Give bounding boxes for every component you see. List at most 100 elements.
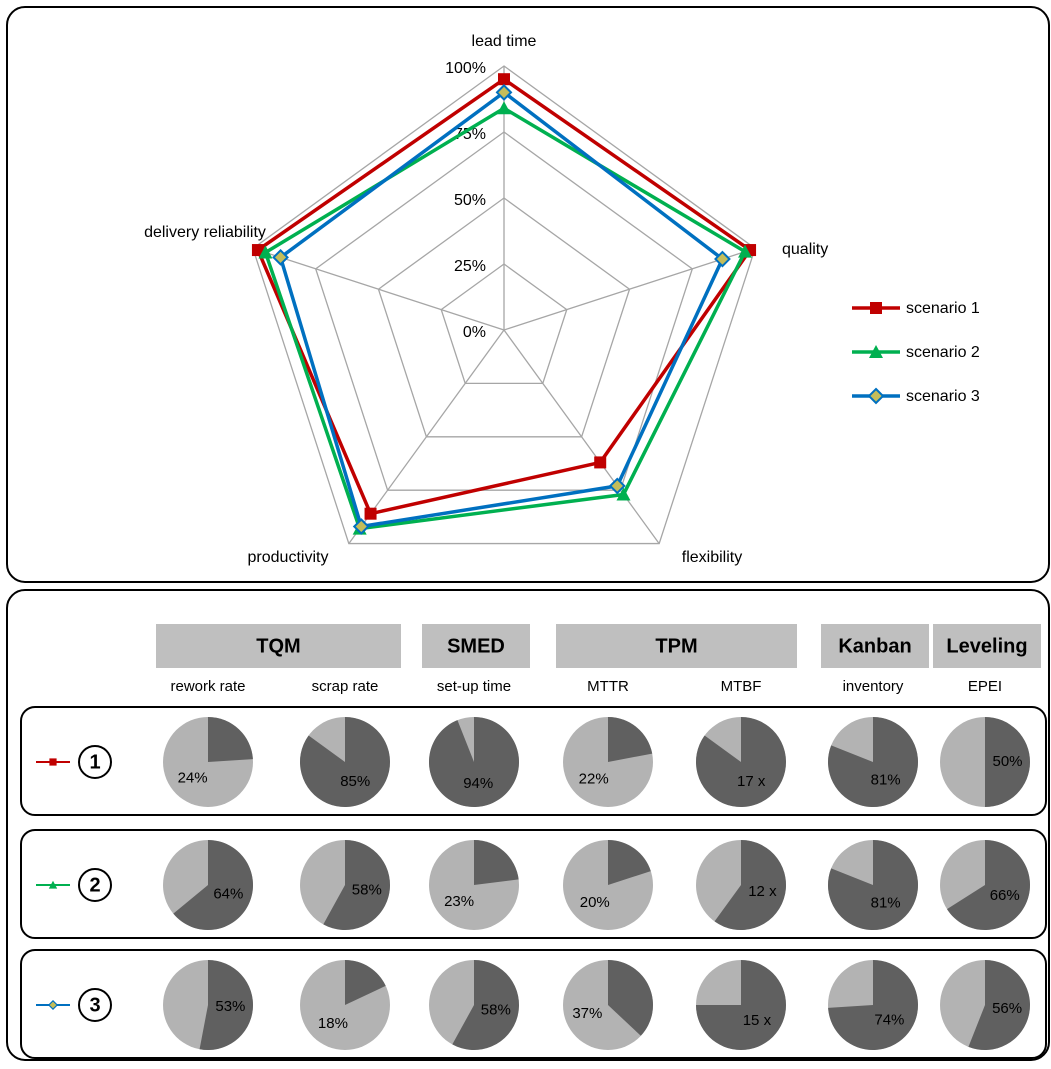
pie-label: 18%: [318, 1015, 348, 1032]
pie-slice: [300, 717, 390, 807]
spoke: [252, 247, 505, 331]
legend-label: scenario 1: [906, 300, 980, 317]
pie-label: 53%: [215, 998, 245, 1015]
group-label: SMED: [447, 635, 505, 657]
pie-label: 20%: [580, 894, 610, 911]
r-tick-label: 50%: [454, 192, 486, 209]
pie-label: 74%: [874, 1011, 904, 1028]
marker: [498, 73, 510, 86]
pie-slice: [323, 840, 391, 931]
grid-ring: [440, 263, 568, 385]
legend-marker: [869, 345, 883, 358]
pie-slice: [173, 840, 254, 930]
row-frame: [20, 706, 1047, 816]
marker: [272, 248, 289, 266]
marker: [616, 487, 631, 501]
r-tick-label: 75%: [454, 126, 486, 143]
row-legend-marker: [48, 880, 58, 889]
pie-slice: [828, 960, 918, 1051]
group-header: [821, 624, 929, 668]
row-badge: [78, 745, 112, 779]
pie-label: 81%: [871, 895, 901, 912]
pie-slice: [608, 840, 651, 885]
metric-label: MTTR: [587, 678, 629, 695]
legend-label: scenario 2: [906, 344, 980, 361]
group-header: [933, 624, 1041, 668]
axis-label: delivery reliability: [144, 224, 266, 241]
pie-label: 66%: [990, 887, 1020, 904]
pie-label: 37%: [572, 1005, 602, 1022]
axis-label: productivity: [248, 549, 329, 566]
series-line: [255, 77, 753, 516]
row-frame: [20, 829, 1047, 939]
series-line: [278, 90, 725, 529]
r-tick-label: 0%: [463, 324, 486, 341]
row-legend-marker: [49, 758, 57, 766]
pie-slice: [947, 840, 1030, 930]
pie-label: 24%: [178, 769, 208, 786]
pie-label: 15 x: [743, 1012, 772, 1029]
marker: [352, 518, 370, 535]
spoke: [503, 329, 660, 544]
axis-label: lead time: [472, 33, 537, 50]
row-label: 1: [89, 751, 100, 773]
pie-slice: [199, 960, 254, 1050]
metric-label: inventory: [843, 678, 904, 695]
marker: [497, 101, 511, 115]
grid-ring: [314, 131, 694, 491]
axis-label-box: delivery reliability: [144, 224, 266, 241]
pie-slice: [696, 960, 786, 1050]
pie-slice: [696, 717, 786, 807]
spoke: [503, 247, 756, 331]
series-line: [263, 106, 748, 531]
pie-slice: [474, 840, 519, 885]
pie-slice: [827, 840, 918, 930]
group-header: [156, 624, 401, 668]
marker: [738, 244, 753, 258]
group-label: Kanban: [838, 635, 911, 657]
metric-label: set-up time: [437, 678, 511, 695]
marker: [594, 456, 607, 469]
marker: [258, 245, 273, 259]
marker: [495, 83, 513, 101]
axis-label: flexibility: [682, 549, 742, 566]
pie-label: 58%: [481, 1002, 511, 1019]
group-label: TQM: [256, 635, 300, 657]
metric-label: MTBF: [721, 678, 762, 695]
pie-slice: [608, 959, 653, 1036]
pie-label: 22%: [579, 770, 609, 787]
pie-slice: [828, 717, 919, 807]
pie-label: 58%: [352, 882, 382, 899]
grid-ring: [377, 197, 631, 438]
pie-label: 56%: [992, 1000, 1022, 1017]
group-header: [422, 624, 530, 668]
pie-slice: [714, 840, 787, 931]
pie-label: 12 x: [748, 883, 777, 900]
pie-slice: [608, 717, 653, 762]
r-tick-label: 25%: [454, 258, 486, 275]
legend-marker: [867, 387, 885, 405]
pie-label: 85%: [340, 773, 370, 790]
pie-label: 81%: [871, 772, 901, 789]
metric-label: scrap rate: [312, 678, 379, 695]
marker: [364, 507, 377, 520]
legend-label: scenario 3: [906, 388, 980, 405]
row-label: 3: [89, 994, 100, 1016]
metric-label: EPEI: [968, 678, 1002, 695]
pie-label: 17 x: [737, 773, 766, 790]
radar-frame: [6, 6, 1050, 583]
row-legend-marker: [47, 999, 59, 1011]
pie-label: 23%: [444, 893, 474, 910]
pie-slice: [429, 717, 520, 807]
legend-marker: [870, 302, 882, 314]
pie-slice: [985, 717, 1030, 807]
row-badge: [78, 868, 112, 902]
marker: [251, 244, 264, 257]
pie-label: 94%: [463, 775, 493, 792]
pie-slice: [968, 960, 1030, 1050]
marker: [714, 250, 731, 268]
r-tick-label: 100%: [445, 60, 486, 77]
pie-slice: [208, 717, 253, 762]
row-frame: [20, 949, 1047, 1059]
